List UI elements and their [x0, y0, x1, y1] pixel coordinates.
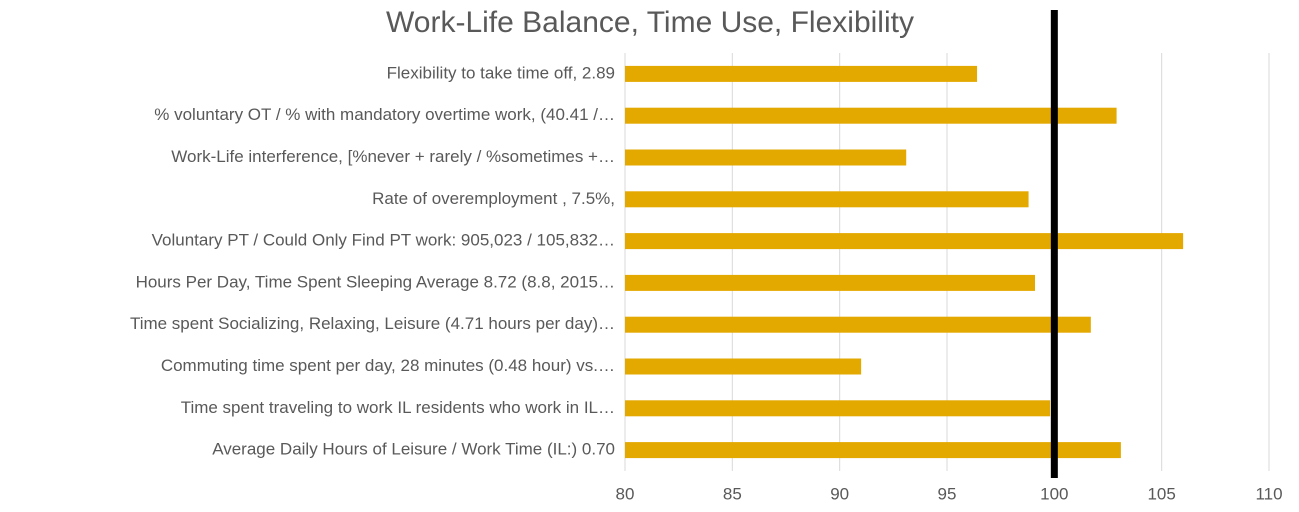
- y-tick-label: Rate of overemployment , 7.5%,: [372, 189, 615, 208]
- bar: [625, 233, 1184, 250]
- x-tick-label: 110: [1255, 484, 1282, 503]
- x-tick-label: 95: [938, 484, 957, 503]
- y-tick-label: Time spent Socializing, Relaxing, Leisur…: [130, 314, 615, 333]
- y-tick-label: % voluntary OT / % with mandatory overti…: [154, 105, 615, 124]
- bar: [625, 400, 1051, 417]
- x-tick-label: 100: [1040, 484, 1068, 503]
- y-tick-label: Voluntary PT / Could Only Find PT work: …: [152, 231, 615, 250]
- chart-title: Work-Life Balance, Time Use, Flexibility: [386, 6, 914, 39]
- bar: [625, 107, 1117, 124]
- y-tick-label: Commuting time spent per day, 28 minutes…: [161, 356, 615, 375]
- x-tick-label: 85: [723, 484, 742, 503]
- x-tick-label: 105: [1147, 484, 1175, 503]
- y-tick-label: Time spent traveling to work IL resident…: [181, 398, 615, 417]
- y-tick-label: Flexibility to take time off, 2.89: [387, 63, 615, 82]
- bar: [625, 65, 978, 82]
- bar: [625, 191, 1029, 208]
- bar: [625, 358, 862, 375]
- y-tick-label: Work-Life interference, [%never + rarely…: [171, 147, 615, 166]
- bar: [625, 316, 1091, 333]
- bar: [625, 149, 907, 166]
- bar: [625, 442, 1121, 459]
- bar: [625, 274, 1036, 291]
- y-tick-label: Hours Per Day, Time Spent Sleeping Avera…: [136, 272, 615, 291]
- y-tick-label: Average Daily Hours of Leisure / Work Ti…: [212, 440, 615, 459]
- x-tick-label: 90: [830, 484, 849, 503]
- x-tick-label: 80: [616, 484, 635, 503]
